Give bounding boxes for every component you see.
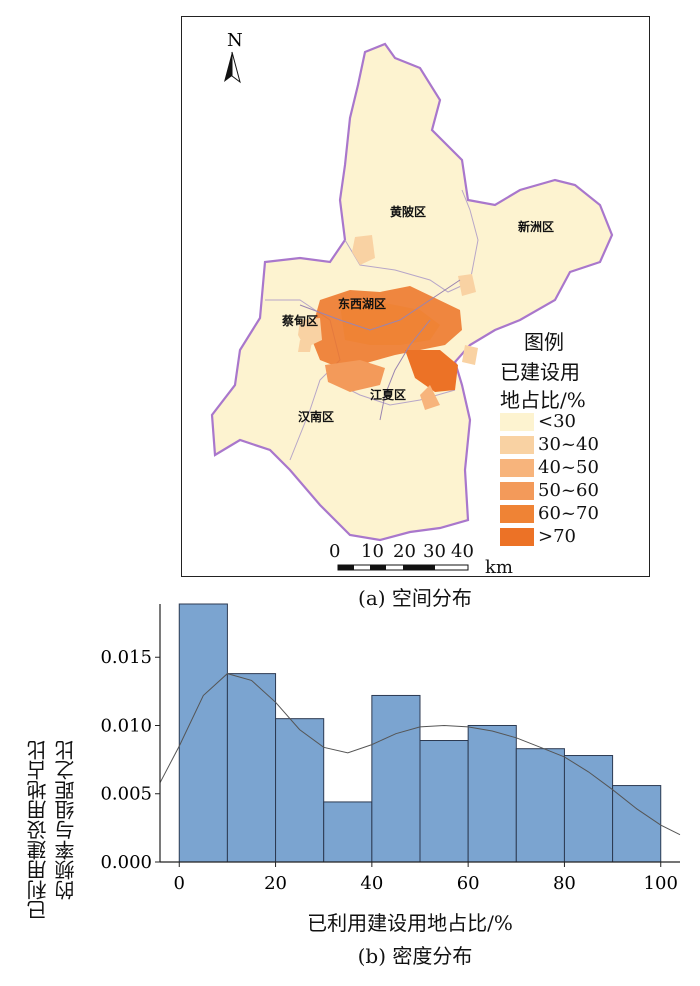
- scale-label-10: 10: [361, 541, 384, 562]
- x-tick-label: 80: [553, 873, 576, 894]
- axes-group: 0 20 40 60 80 100 0.000 0.005 0.010 0.015: [100, 604, 680, 894]
- north-label: N: [227, 30, 243, 51]
- x-tick-label: 60: [457, 873, 480, 894]
- scale-label-20: 20: [393, 541, 416, 562]
- north-arrow-icon: [224, 51, 241, 84]
- scale-label-0: 0: [329, 541, 341, 562]
- scale-bar: [337, 564, 469, 571]
- histogram-bar: [419, 740, 469, 863]
- scale-unit: km: [485, 557, 513, 578]
- legend-swatch: [500, 482, 534, 500]
- legend-label: 30~40: [538, 434, 599, 455]
- river-line: [299, 279, 461, 331]
- kde-line: [159, 673, 681, 836]
- histogram-bar: [323, 801, 373, 863]
- chart-xlabel: 已利用建设用地占比/%: [307, 911, 513, 935]
- y-tick-label: 0.000: [100, 852, 152, 873]
- legend-label: >70: [538, 526, 576, 547]
- legend-label: 40~50: [538, 457, 599, 478]
- legend-swatch: [500, 505, 534, 523]
- legend-subtitle-1: 已建设用: [500, 360, 580, 384]
- map-svg: N: [210, 30, 614, 571]
- district-label-hannan: 汉南区: [298, 410, 335, 424]
- histogram-bar: [467, 724, 517, 863]
- river-line-2: [379, 319, 431, 421]
- district-label-huangpi: 黄陂区: [390, 205, 427, 219]
- chart-caption: (b) 密度分布: [357, 944, 473, 968]
- density-chart: 0 20 40 60 80 100 0.000 0.005 0.010 0.015: [100, 603, 681, 894]
- histogram-bar: [178, 603, 228, 863]
- district-label-xinzhou: 新洲区: [518, 220, 555, 234]
- y-tick-label: 0.005: [100, 784, 152, 805]
- histogram-bar: [226, 673, 277, 863]
- scale-label-40: 40: [451, 541, 474, 562]
- x-tick-label: 20: [264, 873, 287, 894]
- histogram-bar: [371, 694, 421, 863]
- legend-label: <30: [538, 411, 576, 432]
- x-tick-label: 0: [174, 873, 185, 894]
- legend-swatch: [500, 528, 534, 546]
- legend-label: 60~70: [538, 503, 599, 524]
- histogram-bar: [563, 755, 614, 863]
- x-tick-label: 40: [360, 873, 383, 894]
- y-tick-label: 0.010: [100, 715, 152, 736]
- x-tick-label: 100: [644, 873, 678, 894]
- histogram-bar: [612, 785, 662, 863]
- y-tick-label: 0.015: [100, 647, 152, 668]
- legend-swatch: [500, 413, 534, 431]
- scale-label-30: 30: [423, 541, 446, 562]
- chart-ylabel-line1: 已利用建设用地占比: [26, 740, 50, 920]
- district-label-jiangxia: 江夏区: [370, 388, 407, 402]
- chart-ylabel-line2: 的频率与组距之比: [54, 740, 78, 900]
- legend-swatch: [500, 459, 534, 477]
- legend-subtitle-2: 地占比/%: [500, 388, 586, 412]
- histogram-bar: [275, 718, 325, 863]
- map-caption: (a) 空间分布: [358, 586, 472, 610]
- legend-title: 图例: [524, 330, 564, 354]
- map-frame: [181, 16, 650, 577]
- district-label-caidian: 蔡甸区: [282, 314, 319, 328]
- district-label-dongxihu: 东西湖区: [338, 297, 387, 311]
- district-boundary-huangpi: [344, 189, 479, 293]
- urban-core: [298, 235, 478, 410]
- histogram-bar: [515, 748, 565, 863]
- legend-swatch: [500, 436, 534, 454]
- bars-group: [178, 603, 662, 863]
- legend-label: 50~60: [538, 480, 599, 501]
